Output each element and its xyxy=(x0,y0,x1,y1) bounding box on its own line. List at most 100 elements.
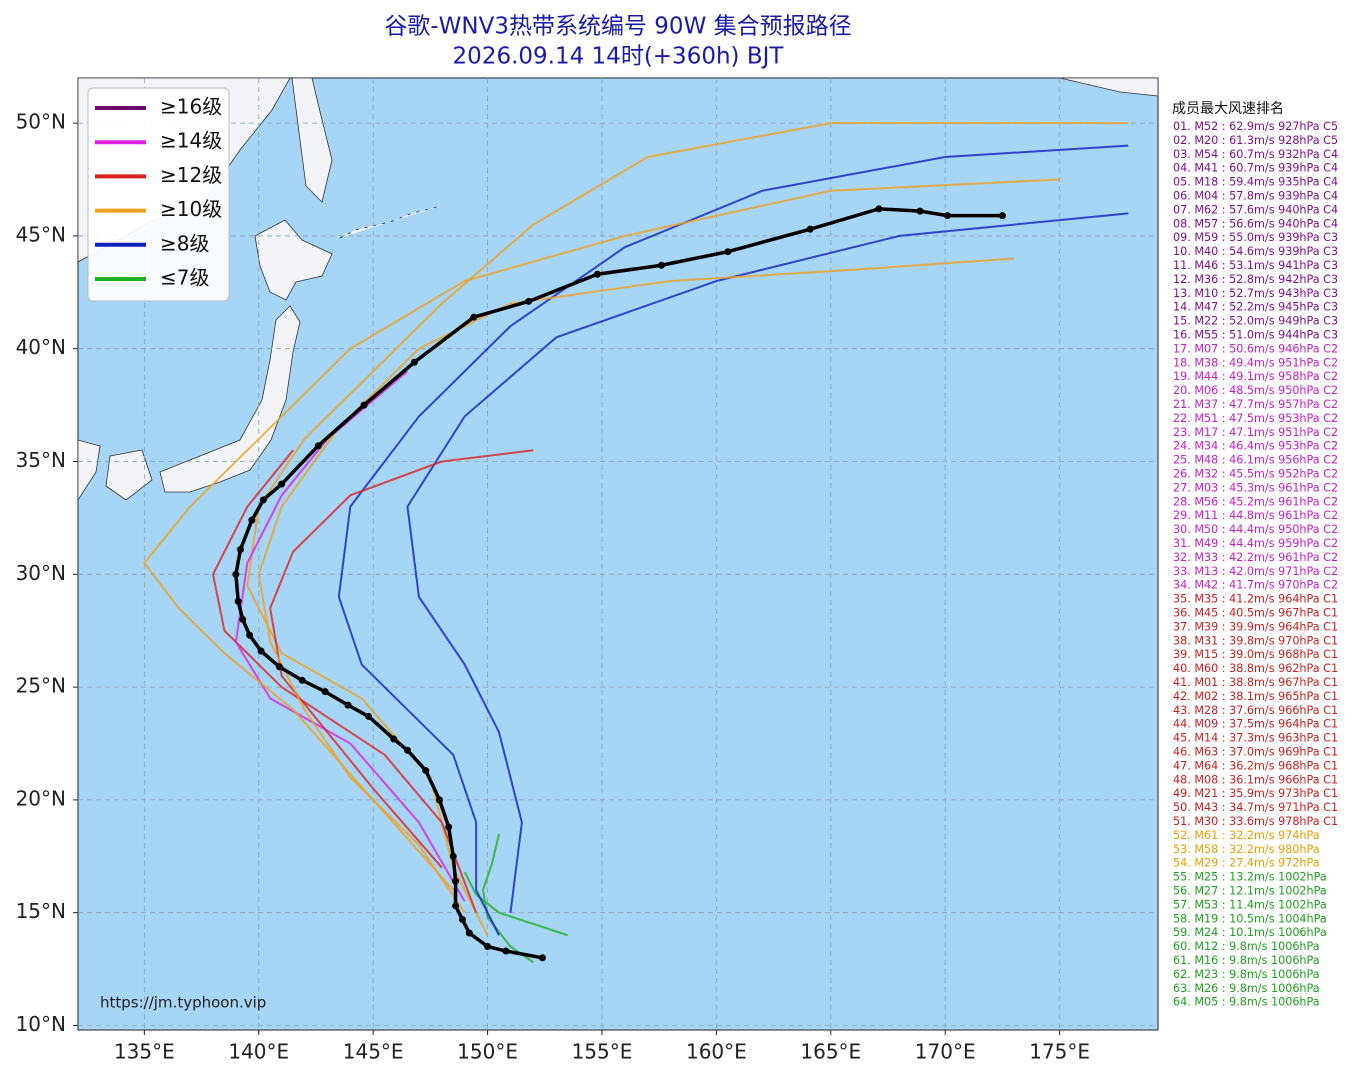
ensemble-track xyxy=(211,449,478,914)
y-tick-label: 40°N xyxy=(16,335,66,359)
y-tick-label: 30°N xyxy=(16,561,66,585)
ranking-entry: 23. M17 : 47.1m/s 951hPa C2 xyxy=(1173,426,1338,439)
mean-track-line xyxy=(234,207,1003,960)
ranking-entry: 25. M48 : 46.1m/s 956hPa C2 xyxy=(1173,454,1338,467)
mean-track-point xyxy=(452,902,460,910)
ranking-entry: 16. M55 : 51.0m/s 944hPa C3 xyxy=(1173,329,1338,342)
y-tick-label: 45°N xyxy=(16,222,66,246)
ranking-entry: 15. M22 : 52.0m/s 949hPa C3 xyxy=(1173,315,1338,328)
mean-track-point xyxy=(484,943,492,951)
y-tick-label: 25°N xyxy=(16,674,66,698)
mean-track-point xyxy=(724,248,732,256)
ranking-entry: 12. M36 : 52.8m/s 942hPa C3 xyxy=(1173,273,1338,286)
mean-track-point xyxy=(257,647,265,655)
ranking-entry: 10. M40 : 54.6m/s 939hPa C3 xyxy=(1173,245,1338,258)
ranking-entry: 33. M13 : 42.0m/s 971hPa C2 xyxy=(1173,565,1338,578)
ranking-entry: 58. M19 : 10.5m/s 1004hPa xyxy=(1173,912,1327,925)
ensemble-track xyxy=(257,257,1014,914)
mean-track-point xyxy=(298,676,306,684)
x-tick-label: 170°E xyxy=(915,1040,976,1064)
ranking-entry: 60. M12 : 9.8m/s 1006hPa xyxy=(1173,940,1320,953)
mean-track-point xyxy=(234,597,242,605)
ranking-entry: 46. M63 : 37.0m/s 969hPa C1 xyxy=(1173,746,1338,759)
ranking-entry: 19. M44 : 49.1m/s 958hPa C2 xyxy=(1173,370,1338,383)
ranking-entry: 57. M53 : 11.4m/s 1002hPa xyxy=(1173,898,1327,911)
ranking-entry: 59. M24 : 10.1m/s 1006hPa xyxy=(1173,926,1327,939)
ranking-entry: 53. M58 : 32.2m/s 980hPa xyxy=(1173,843,1320,856)
y-tick-label: 50°N xyxy=(16,110,66,134)
x-tick-label: 145°E xyxy=(343,1040,404,1064)
ranking-entry: 55. M25 : 13.2m/s 1002hPa xyxy=(1173,871,1327,884)
title: 谷歌-WNV3热带系统编号 90W 集合预报路径 xyxy=(384,14,851,40)
land-kamchatka xyxy=(1059,78,1158,97)
mean-track-point xyxy=(321,688,329,696)
grid xyxy=(78,78,1158,1030)
y-tick-label: 20°N xyxy=(16,786,66,810)
ranking-entry: 54. M29 : 27.4m/s 972hPa xyxy=(1173,857,1320,870)
ranking-entry: 44. M09 : 37.5m/s 964hPa C1 xyxy=(1173,718,1338,731)
ranking-entry: 07. M62 : 57.6m/s 940hPa C4 xyxy=(1173,203,1338,216)
mean-track-point xyxy=(525,297,533,305)
ensemble-track xyxy=(463,871,568,937)
mean-track-point xyxy=(259,496,267,504)
ranking-entry: 48. M08 : 36.1m/s 966hPa C1 xyxy=(1173,773,1338,786)
mean-track-point xyxy=(403,746,411,754)
mean-track-point xyxy=(538,954,546,962)
tracks xyxy=(143,122,1129,964)
mean-track-point xyxy=(248,516,256,524)
ranking-entry: 29. M11 : 44.8m/s 961hPa C2 xyxy=(1173,509,1338,522)
ranking-entry: 09. M59 : 55.0m/s 939hPa C3 xyxy=(1173,231,1338,244)
land-honshu xyxy=(159,305,301,493)
ranking-entry: 26. M32 : 45.5m/s 952hPa C2 xyxy=(1173,468,1338,481)
ensemble-track xyxy=(337,144,1129,936)
mean-track-point xyxy=(278,480,286,488)
ranking-entry: 63. M26 : 9.8m/s 1006hPa xyxy=(1173,982,1320,995)
ranking-entry: 49. M21 : 35.9m/s 973hPa C1 xyxy=(1173,787,1338,800)
mean-track-point xyxy=(422,767,430,775)
ranking-entry: 40. M60 : 38.8m/s 962hPa C1 xyxy=(1173,662,1338,675)
legend-label: ≥10级 xyxy=(160,197,222,221)
ranking-entry: 62. M23 : 9.8m/s 1006hPa xyxy=(1173,968,1320,981)
ranking-entry: 56. M27 : 12.1m/s 1002hPa xyxy=(1173,885,1327,898)
mean-track-point xyxy=(445,823,453,831)
subtitle: 2026.09.14 14时(+360h) BJT xyxy=(453,44,785,70)
ranking-entry: 36. M45 : 40.5m/s 967hPa C1 xyxy=(1173,607,1338,620)
mean-track-point xyxy=(314,442,322,450)
y-tick-label: 35°N xyxy=(16,448,66,472)
y-tick-label: 15°N xyxy=(16,899,66,923)
mean-track-point xyxy=(344,701,352,709)
ranking-entry: 43. M28 : 37.6m/s 966hPa C1 xyxy=(1173,704,1338,717)
ensemble-track xyxy=(269,449,534,869)
mean-track-point xyxy=(232,570,240,578)
ranking-entry: 21. M37 : 47.7m/s 957hPa C2 xyxy=(1173,398,1338,411)
mean-track-point xyxy=(998,212,1006,220)
ranking-entry: 01. M52 : 62.9m/s 927hPa C5 xyxy=(1173,120,1338,133)
legend-label: ≥16级 xyxy=(160,95,222,119)
mean-track-point xyxy=(365,712,373,720)
ranking-entry: 32. M33 : 42.2m/s 961hPa C2 xyxy=(1173,551,1338,564)
ranking-entry: 05. M18 : 59.4m/s 935hPa C4 xyxy=(1173,176,1338,189)
ranking-entry: 35. M35 : 41.2m/s 964hPa C1 xyxy=(1173,593,1338,606)
source: https://jm.typhoon.vip xyxy=(100,994,266,1012)
ranking-entry: 61. M16 : 9.8m/s 1006hPa xyxy=(1173,954,1320,967)
ensemble-track xyxy=(234,370,466,902)
mean-track-point xyxy=(436,796,444,804)
land-kurils xyxy=(339,205,441,239)
ranking-title: 成员最大风速排名 xyxy=(1172,101,1284,117)
ranking-entry: 52. M61 : 32.2m/s 974hPa xyxy=(1173,829,1320,842)
ranking-entry: 24. M34 : 46.4m/s 953hPa C2 xyxy=(1173,440,1338,453)
ranking-entry: 45. M14 : 37.3m/s 963hPa C1 xyxy=(1173,732,1338,745)
mean-track-point xyxy=(465,929,473,937)
legend-label: ≥14级 xyxy=(160,129,222,153)
y-tick-label: 10°N xyxy=(16,1012,66,1036)
mean-track-point xyxy=(452,877,460,885)
mean-track-point xyxy=(275,663,283,671)
mean-track-point xyxy=(360,401,368,409)
ranking-entry: 39. M15 : 39.0m/s 968hPa C1 xyxy=(1173,648,1338,661)
x-tick-label: 155°E xyxy=(572,1040,633,1064)
ranking-entry: 02. M20 : 61.3m/s 928hPa C5 xyxy=(1173,134,1338,147)
ranking-entry: 03. M54 : 60.7m/s 932hPa C4 xyxy=(1173,148,1338,161)
ranking-entry: 20. M06 : 48.5m/s 950hPa C2 xyxy=(1173,384,1338,397)
